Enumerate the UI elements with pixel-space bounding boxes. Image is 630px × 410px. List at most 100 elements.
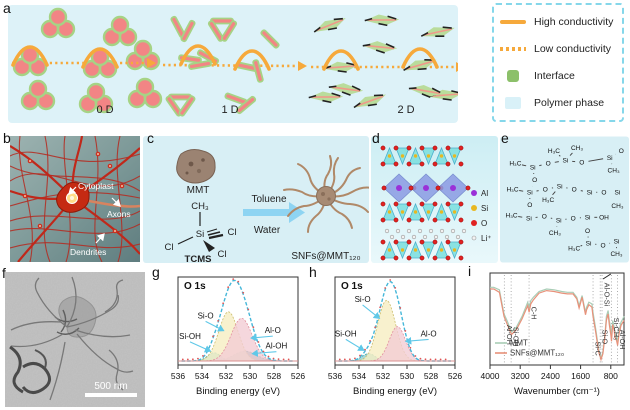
legend-label: Low conductivity [534,43,612,56]
tcms-structure [177,212,224,252]
panel-d-crystal-structure: Al Si O Li⁺ [371,136,498,263]
panel-g-xps-spectrum: 536 534 532 530 528 526 Binding energy (eV) O 1… [171,276,305,397]
reaction-arrow [243,202,305,223]
atom-label: H₃C [568,245,580,252]
atom-label: O [579,160,584,167]
panel-a-schematic: 0 D 1 D 2 D [8,5,458,123]
panel-letter-c: c [147,130,154,146]
label-axons: Axons [107,209,131,219]
tcms-ch3: CH₃ [191,201,209,212]
band-label-Al-OH: Al-OH [505,325,514,345]
label-mmt: MMT [187,185,210,196]
atom-label: Si [526,215,532,222]
plot-title: O 1s [184,281,206,292]
band-label-Al-O-Si: Al-O-Si [603,283,612,307]
panel-letter-i: i [468,263,472,279]
label-tcms: TCMS [185,254,212,263]
high-conductivity-line-icon [500,20,526,25]
legend-label: O [481,219,487,228]
legend-label: High conductivity [534,16,614,29]
atom-label: Si [607,155,613,162]
atom-label: CH₃ [571,145,583,152]
peak-label-Si-O: Si-O [355,295,371,304]
polymer-phase-square-icon [505,96,521,109]
panel-f-tem-image: 500 nm [5,272,145,407]
atom-label: O [543,187,548,194]
label-water: Water [254,225,281,236]
band-label-Si-CH₃: Si-CH₃ [612,318,621,340]
atom-label: CH₃ [549,230,561,237]
atom-label: O [601,189,606,196]
conductivity-legend: High conductivity Low conductivity Inter… [492,3,624,122]
cytoplast-arrow [68,186,77,195]
label-dendrites: Dendrites [70,247,106,257]
snfs-particle [283,155,369,233]
x-tick: 534 [352,371,366,381]
label-product: SNFs@MMT₁₂₀ [291,251,360,262]
legend-item-high-conductivity: High conductivity [500,16,616,28]
atom-label: O [532,177,537,184]
tcms-cl-bottom: Cl [218,249,227,260]
label-1d: 1 D [221,104,238,116]
legend-item-polymer-phase: Polymer phase [500,96,616,109]
atom-label: Si [530,164,536,171]
peak-label-Si-OH: Si-OH [179,332,201,341]
x-tick: 3200 [511,371,530,381]
atom-label: O [546,161,551,168]
axons-arrow [111,197,121,207]
panel-letter-d: d [372,130,380,146]
atom-label: CH₃ [608,167,620,174]
x-tick: 530 [243,371,257,381]
x-tick: 536 [328,371,342,381]
x-axis-label: Wavenumber (cm⁻¹) [514,386,600,397]
x-tick: 530 [400,371,414,381]
peak-label-Al-O: Al-O [265,326,281,335]
x-tick: 526 [448,371,462,381]
atom-label: O [527,202,532,209]
x-tick: 2400 [541,371,560,381]
x-axis-label: Binding energy (eV) [196,386,280,397]
legend-dot-Al [471,190,477,196]
label-0d: 0 D [96,104,113,116]
atom-label: Si [615,189,621,196]
legend-dot-Li⁺ [471,235,477,241]
interface-square-icon [507,69,519,82]
atom-label: CH₃ [610,251,622,258]
atom-label: O [572,187,577,194]
x-tick: 532 [376,371,390,381]
x-tick: 526 [291,371,305,381]
legend-item-interface: Interface [500,69,616,82]
atom-label: H₃C [548,148,560,155]
scale-bar [85,393,137,397]
tcms-cl-left: Cl [165,242,174,253]
atom-label: H₃C [506,187,518,194]
legend-label: Li⁺ [481,234,491,243]
mmt-rock [176,149,216,184]
atom-label: O [600,242,605,249]
panel-letter-f: f [2,265,6,281]
panel-letter-b: b [3,130,11,146]
panel-letter-a: a [3,0,11,16]
x-tick: 4000 [481,371,500,381]
atom-label: Si [563,158,569,165]
atom-label: CH₃ [611,203,623,210]
series-legend-MMT: MMT [510,339,528,348]
atom-label: O [585,228,590,235]
x-tick: 800 [604,371,618,381]
series-legend-SNFs@MMT₁₂₀: SNFs@MMT₁₂₀ [510,349,564,358]
band-label-Si-O: Si-O [601,330,610,345]
panel-letter-e: e [501,130,509,146]
atom-label: H₃C [509,161,521,168]
low-conductivity-dotted-line-icon [500,47,526,52]
band-label-Si-C: Si-C [594,342,603,356]
atom-label: Si [586,241,592,248]
legend-label: Interface [534,69,575,82]
panel-c-synthesis-scheme: MMT CH₃ Si Cl Cl Cl TCMS Toluene Water S… [143,136,369,263]
atom-label: O [619,148,624,155]
dendrites-arrow [95,233,105,244]
atom-label: Si [587,189,593,196]
legend-label: Al [481,189,488,198]
legend-label: Si [481,204,488,213]
panel-h-xps-spectrum: 536 534 532 530 528 526 Binding energy (eV) O 1… [328,276,462,397]
